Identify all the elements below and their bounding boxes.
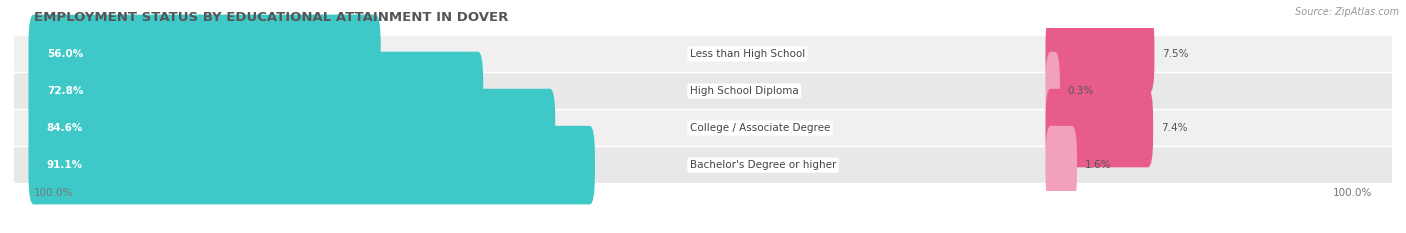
Text: 7.5%: 7.5% [1163, 49, 1189, 59]
Text: 1.6%: 1.6% [1085, 160, 1111, 170]
Text: Less than High School: Less than High School [690, 49, 806, 59]
FancyBboxPatch shape [14, 36, 1392, 72]
FancyBboxPatch shape [14, 110, 1392, 146]
Text: Source: ZipAtlas.com: Source: ZipAtlas.com [1295, 7, 1399, 17]
FancyBboxPatch shape [28, 126, 595, 204]
Text: College / Associate Degree: College / Associate Degree [690, 123, 831, 133]
FancyBboxPatch shape [28, 52, 484, 130]
Text: Bachelor's Degree or higher: Bachelor's Degree or higher [690, 160, 837, 170]
Text: 100.0%: 100.0% [34, 188, 73, 198]
Text: 84.6%: 84.6% [46, 123, 83, 133]
FancyBboxPatch shape [1046, 52, 1060, 130]
FancyBboxPatch shape [1046, 126, 1077, 204]
FancyBboxPatch shape [14, 147, 1392, 183]
Text: 72.8%: 72.8% [46, 86, 83, 96]
FancyBboxPatch shape [28, 15, 381, 93]
Text: 56.0%: 56.0% [46, 49, 83, 59]
Text: High School Diploma: High School Diploma [690, 86, 799, 96]
FancyBboxPatch shape [1046, 15, 1154, 93]
Text: 91.1%: 91.1% [46, 160, 83, 170]
FancyBboxPatch shape [1046, 89, 1153, 167]
Text: EMPLOYMENT STATUS BY EDUCATIONAL ATTAINMENT IN DOVER: EMPLOYMENT STATUS BY EDUCATIONAL ATTAINM… [34, 10, 508, 24]
Text: 7.4%: 7.4% [1161, 123, 1188, 133]
Text: 100.0%: 100.0% [1333, 188, 1372, 198]
Text: 0.3%: 0.3% [1067, 86, 1094, 96]
FancyBboxPatch shape [28, 89, 555, 167]
FancyBboxPatch shape [14, 73, 1392, 109]
